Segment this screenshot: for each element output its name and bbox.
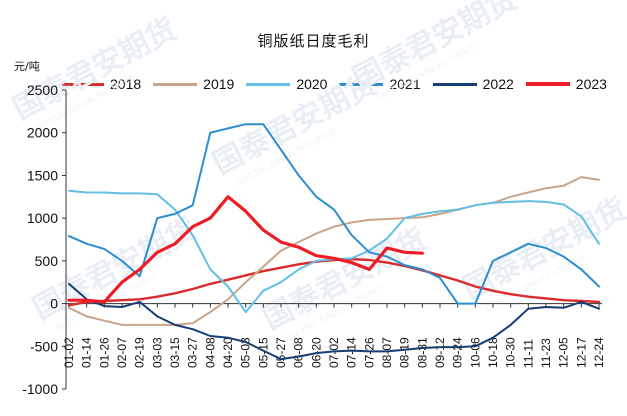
x-tick-label: 10-06: [468, 337, 482, 368]
y-tick-label: -500: [30, 338, 58, 354]
x-tick-label: 10-30: [504, 337, 518, 368]
x-tick-label: 11-11: [521, 339, 535, 368]
x-tick-label: 02-07: [115, 337, 129, 368]
y-tick-label: 1500: [27, 167, 58, 183]
y-tick-label: -1000: [22, 381, 58, 397]
x-tick-label: 08-19: [398, 337, 412, 368]
y-axis-unit: 元/吨: [14, 60, 40, 73]
x-tick-label: 02-19: [133, 337, 147, 368]
x-tick-label: 04-08: [203, 337, 217, 368]
legend-swatch: [525, 82, 570, 86]
legend-item-2020: 2020: [246, 76, 327, 92]
legend-swatch: [432, 82, 477, 86]
y-tick-label: 2000: [27, 125, 58, 141]
legend-item-2022: 2022: [432, 76, 514, 92]
chart-title: 铜版纸日度毛利: [257, 32, 370, 50]
series-line-2023: [67, 195, 424, 304]
legend-swatch: [153, 82, 198, 86]
x-tick-label: 01-14: [80, 337, 94, 368]
legend-item-2019: 2019: [153, 76, 234, 92]
x-tick-label: 07-02: [327, 337, 341, 368]
x-tick-label: 01-26: [97, 337, 111, 368]
y-tick-label: 1000: [27, 210, 58, 226]
legend-label: 2023: [575, 76, 607, 92]
x-tick-label: 12-24: [592, 337, 606, 368]
x-tick-label: 12-05: [557, 337, 571, 368]
series-line-2019: [68, 176, 600, 326]
chart-legend: 2018 2019 2020 2021 2022 2023: [60, 76, 607, 92]
legend-label: 2022: [482, 76, 514, 92]
y-tick-label: 0: [50, 296, 58, 312]
x-tick-label: 03-03: [150, 337, 164, 368]
legend-swatch: [60, 82, 104, 86]
x-tick-label: 09-24: [451, 337, 465, 368]
legend-swatch: [246, 82, 291, 86]
x-tick-label: 03-15: [168, 337, 182, 368]
y-tick-label: 2500: [27, 82, 58, 98]
series-line-2021: [68, 123, 600, 305]
x-tick-label: 03-27: [186, 337, 200, 368]
legend-label: 2021: [389, 76, 421, 92]
legend-item-2021: 2021: [339, 76, 421, 92]
watermark-text: 国泰君安期货: [7, 12, 182, 127]
x-tick-label: 10-18: [486, 337, 500, 368]
legend-label: 2018: [110, 76, 142, 92]
x-tick-label: 05-27: [274, 337, 288, 368]
x-tick-label: 05-15: [256, 337, 270, 368]
watermark-text: 国泰君安期货: [347, 0, 522, 96]
x-tick-label: 09-12: [433, 337, 447, 368]
y-tick-label: 500: [35, 253, 59, 269]
legend-label: 2020: [296, 76, 328, 92]
x-tick-label: 06-08: [292, 337, 306, 368]
x-tick-label: 12-17: [574, 337, 588, 368]
legend-item-2023: 2023: [525, 76, 607, 92]
x-tick-label: 07-14: [345, 337, 359, 368]
legend-swatch: [339, 82, 384, 86]
x-tick-label: 07-26: [362, 337, 376, 368]
legend-item-2018: 2018: [60, 76, 141, 92]
watermark-text: 国泰君安期货: [257, 222, 432, 337]
series-line-2022: [68, 282, 600, 361]
x-tick-label: 11-23: [539, 338, 553, 368]
x-tick-label: 04-20: [221, 337, 235, 368]
legend-label: 2019: [203, 76, 235, 92]
x-tick-label: 01-02: [62, 337, 76, 368]
x-tick-label: 08-07: [380, 337, 394, 368]
series-layer: [67, 123, 601, 361]
x-tick-label: 08-31: [415, 337, 429, 368]
